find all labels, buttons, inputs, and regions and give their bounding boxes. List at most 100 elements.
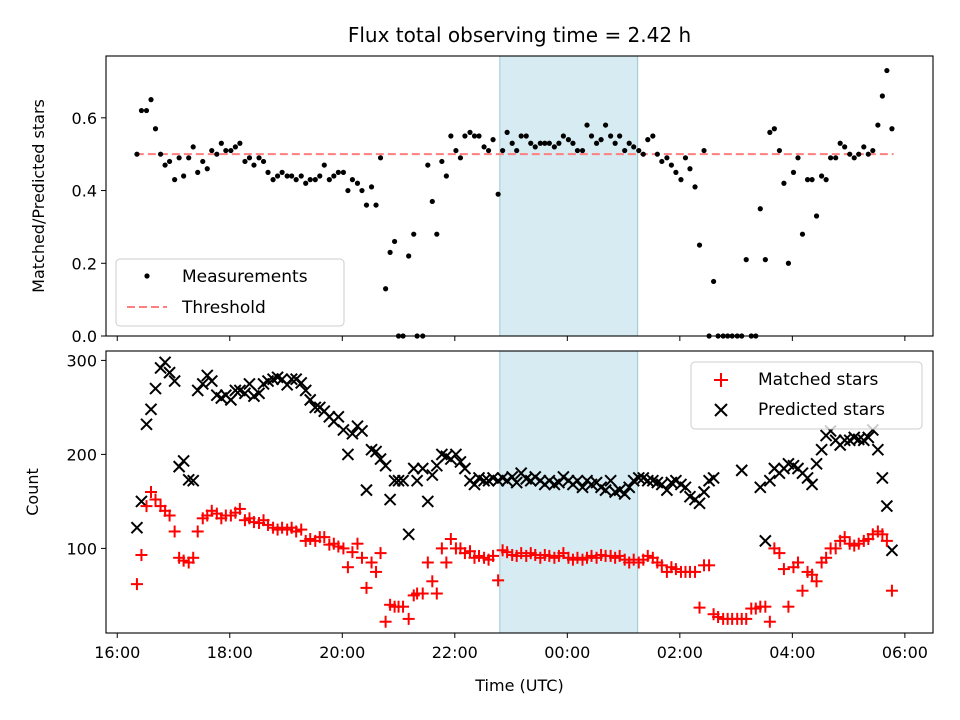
measurement-point bbox=[696, 242, 703, 248]
measurement-point bbox=[204, 166, 210, 172]
measurement-point bbox=[776, 147, 783, 154]
measurement-point bbox=[588, 133, 595, 139]
measurement-point bbox=[556, 140, 562, 146]
measurement-point bbox=[771, 126, 777, 132]
count-panel-frame bbox=[105, 350, 934, 634]
matched-stars-point bbox=[777, 563, 790, 576]
matched-stars-point bbox=[740, 612, 753, 625]
measurement-point bbox=[157, 151, 164, 157]
matched-stars-point bbox=[304, 533, 317, 545]
matched-stars-point bbox=[290, 525, 303, 538]
measurement-point bbox=[326, 177, 332, 183]
measurement-point bbox=[565, 137, 572, 143]
matched-stars-point bbox=[168, 525, 181, 538]
x-tick-label: 16:00 bbox=[94, 643, 140, 662]
measurement-point bbox=[490, 137, 496, 143]
measurement-point bbox=[500, 147, 506, 154]
measurement-point bbox=[373, 202, 379, 208]
measurement-point bbox=[790, 169, 797, 175]
matched-stars-point bbox=[712, 611, 725, 624]
predicted-stars-point bbox=[285, 372, 298, 386]
x-tick-label: 20:00 bbox=[319, 643, 365, 662]
measurement-point bbox=[795, 155, 801, 161]
x-tick-label: 22:00 bbox=[432, 643, 478, 662]
predicted-stars-point bbox=[191, 384, 204, 397]
measurement-point bbox=[636, 147, 642, 154]
measurement-point bbox=[504, 129, 510, 135]
measurement-point bbox=[781, 180, 787, 186]
measurement-point bbox=[406, 253, 412, 259]
measurement-point bbox=[626, 140, 632, 146]
measurement-point bbox=[251, 162, 257, 168]
measurement-point bbox=[476, 133, 482, 139]
measurement-point bbox=[532, 144, 538, 150]
predicted-stars-point bbox=[205, 374, 218, 388]
measurement-point bbox=[246, 155, 253, 161]
measurement-point bbox=[514, 147, 520, 154]
predicted-stars-point bbox=[196, 377, 209, 391]
predicted-stars-point bbox=[576, 481, 589, 494]
ratio-y-tick-label: 0.0 bbox=[72, 327, 97, 346]
matched-stars-point bbox=[641, 549, 654, 562]
measurement-point bbox=[574, 147, 581, 154]
measurement-point bbox=[303, 180, 309, 186]
matched-stars-point bbox=[435, 542, 448, 555]
predicted-stars-point bbox=[622, 481, 636, 494]
measurement-point bbox=[650, 133, 656, 139]
predicted-stars-point bbox=[177, 454, 190, 468]
measurement-point bbox=[813, 213, 820, 219]
matched-stars-point bbox=[421, 556, 434, 569]
measurement-point bbox=[411, 231, 417, 237]
measurement-point bbox=[359, 187, 365, 194]
measurement-point bbox=[865, 151, 871, 157]
matched-stars-point bbox=[791, 556, 804, 569]
predicted-stars-point bbox=[410, 474, 424, 487]
predicted-stars-point bbox=[754, 481, 767, 494]
predicted-stars-point bbox=[130, 521, 144, 534]
measurement-point bbox=[274, 173, 281, 179]
measurement-point bbox=[799, 231, 806, 237]
ratio-y-axis-label: Matched/Predicted stars bbox=[29, 99, 48, 293]
measurement-point bbox=[134, 151, 140, 157]
measurement-point bbox=[209, 147, 215, 154]
measurement-point bbox=[828, 155, 834, 161]
measurement-point bbox=[687, 166, 693, 172]
measurement-point bbox=[434, 231, 440, 237]
measurement-point bbox=[560, 133, 566, 139]
measurement-point bbox=[837, 140, 843, 146]
measurement-point bbox=[321, 162, 327, 168]
predicted-stars-point bbox=[510, 476, 523, 489]
matched-stars-point bbox=[426, 575, 439, 588]
matched-stars-point bbox=[402, 612, 415, 625]
matched-stars-point bbox=[820, 551, 833, 564]
measurement-point bbox=[387, 249, 393, 255]
predicted-stars-point bbox=[224, 393, 238, 407]
predicted-stars-point bbox=[383, 493, 397, 506]
predicted-stars-point bbox=[693, 497, 706, 510]
predicted-stars-point bbox=[402, 528, 415, 541]
measurement-point bbox=[481, 144, 487, 150]
measurement-point bbox=[162, 162, 168, 168]
predicted-stars-point bbox=[604, 474, 617, 487]
measurement-point bbox=[293, 177, 299, 183]
measurement-point bbox=[608, 133, 614, 139]
predicted-stars-point bbox=[632, 471, 645, 485]
matched-stars-point bbox=[130, 578, 143, 591]
measurement-point bbox=[570, 140, 576, 146]
measurement-point bbox=[467, 129, 473, 135]
legend-threshold-label: Threshold bbox=[181, 298, 266, 318]
ratio-y-tick-label: 0.2 bbox=[72, 254, 97, 273]
matched-stars-point bbox=[759, 600, 772, 613]
predicted-stars-point bbox=[416, 462, 429, 475]
measurement-point bbox=[617, 133, 623, 139]
matched-stars-point bbox=[163, 509, 176, 522]
predicted-stars-point bbox=[862, 431, 875, 444]
measurement-point bbox=[710, 278, 717, 285]
measurement-point bbox=[298, 173, 304, 179]
measurement-point bbox=[317, 173, 323, 179]
matched-stars-point bbox=[318, 531, 331, 544]
measurement-point bbox=[767, 129, 773, 135]
measurement-point bbox=[851, 155, 857, 161]
measurement-point bbox=[237, 140, 243, 146]
matched-stars-point bbox=[463, 545, 476, 558]
